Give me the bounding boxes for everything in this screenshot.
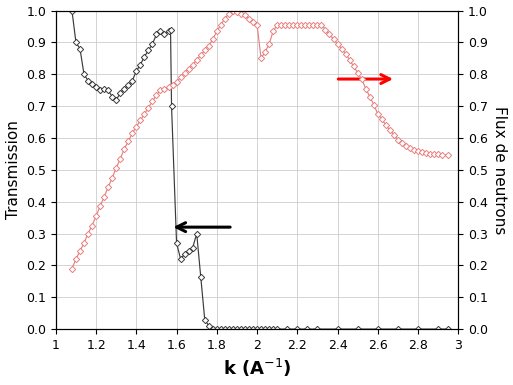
Y-axis label: Flux de neutrons: Flux de neutrons xyxy=(492,105,507,234)
Y-axis label: Transmission: Transmission xyxy=(6,121,21,219)
X-axis label: k (A$^{-1}$): k (A$^{-1}$) xyxy=(223,357,291,380)
